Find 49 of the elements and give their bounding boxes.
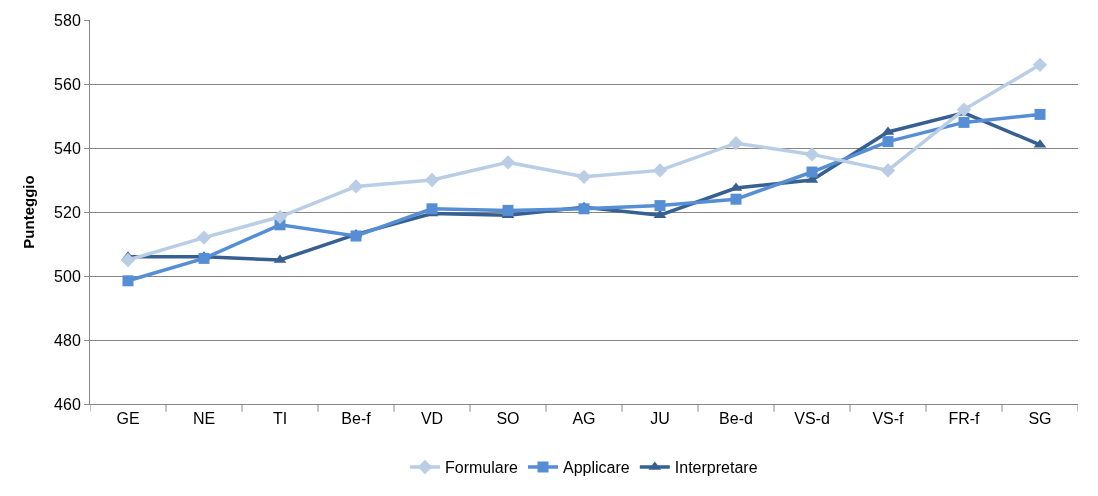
point xyxy=(956,102,972,117)
point xyxy=(502,204,514,216)
point xyxy=(196,230,212,245)
point xyxy=(804,147,820,162)
x-tick-label: Be-d xyxy=(719,410,753,428)
y-tick-label: 460 xyxy=(54,395,81,413)
point xyxy=(500,155,516,170)
point xyxy=(350,230,362,242)
x-tick-label: NE xyxy=(192,410,216,428)
point xyxy=(958,116,970,128)
x-tick-label: VS-d xyxy=(794,410,830,428)
x-tick-label: Be-f xyxy=(341,410,372,428)
point xyxy=(122,275,134,287)
x-tick-label: FR-f xyxy=(948,410,981,428)
legend-label: Applicare xyxy=(563,459,630,477)
x-tick-label: JU xyxy=(650,410,670,428)
point xyxy=(652,163,668,178)
point xyxy=(348,179,364,194)
y-tick-label: 540 xyxy=(54,139,81,157)
point xyxy=(198,252,210,264)
point xyxy=(880,163,896,178)
y-tick-label: 520 xyxy=(54,203,81,221)
x-tick-label: VD xyxy=(420,410,444,428)
x-tick-label: SO xyxy=(496,410,520,428)
point xyxy=(806,166,818,178)
point xyxy=(576,169,592,184)
point xyxy=(730,193,742,205)
x-tick-label: AG xyxy=(572,410,596,428)
x-tick-label: TI xyxy=(272,410,288,428)
y-tick-label: 580 xyxy=(54,11,81,29)
point xyxy=(654,200,666,212)
y-tick-label: 500 xyxy=(54,267,81,285)
point xyxy=(426,203,438,215)
point xyxy=(1034,108,1046,120)
point xyxy=(882,136,894,148)
point xyxy=(120,252,136,268)
x-tick-label: GE xyxy=(116,410,140,428)
legend-label: Interpretare xyxy=(674,459,758,477)
point xyxy=(272,209,288,224)
x-tick-label: SG xyxy=(1028,410,1052,428)
point xyxy=(424,172,440,188)
point xyxy=(1032,57,1048,72)
y-tick-label: 560 xyxy=(54,75,81,93)
point xyxy=(728,136,744,151)
y-axis-title: Punteggio xyxy=(20,175,38,249)
point xyxy=(578,203,590,215)
x-tick-label: VS-f xyxy=(872,410,905,428)
legend-label: Formulare xyxy=(445,459,519,477)
y-tick-label: 480 xyxy=(54,331,81,349)
